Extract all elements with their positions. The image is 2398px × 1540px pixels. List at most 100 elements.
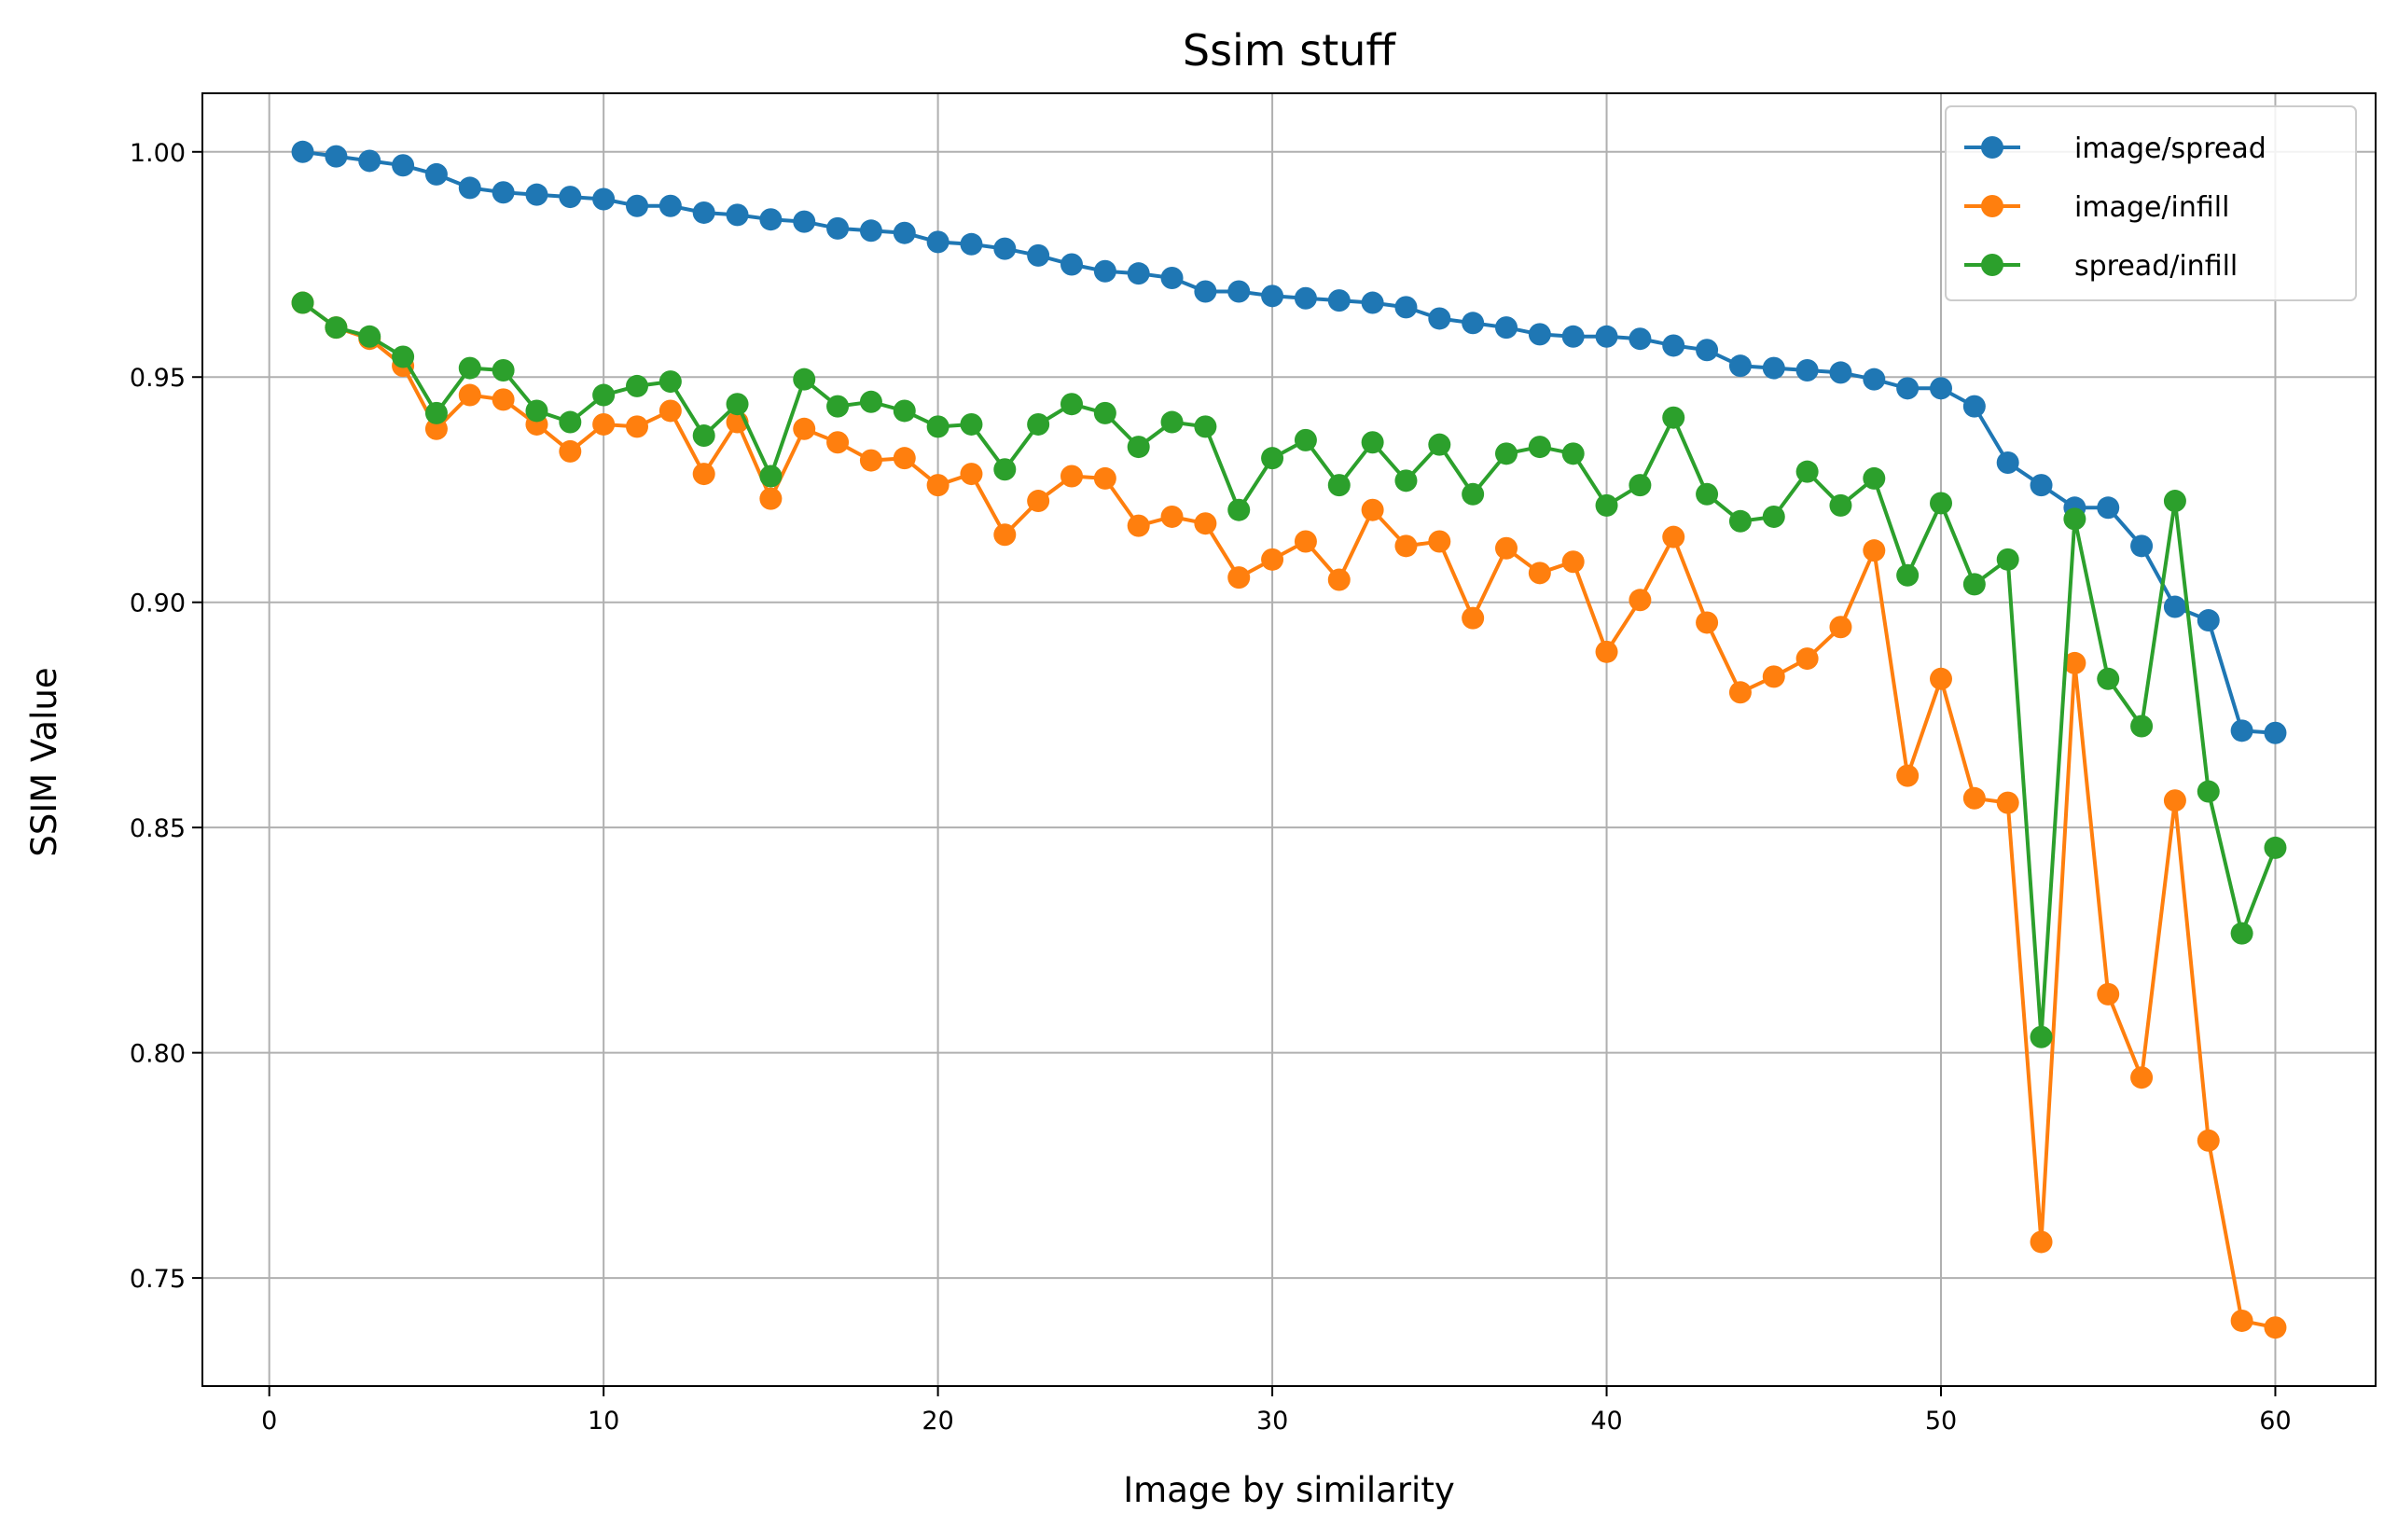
- data-point-image-spread: [1795, 359, 1819, 382]
- data-point-image-infill: [458, 383, 481, 407]
- x-axis-title: Image by similarity: [1123, 1470, 1455, 1510]
- data-point-image-infill: [1428, 530, 1451, 553]
- x-tick-label: 50: [1925, 1407, 1957, 1436]
- data-point-image-spread: [926, 230, 949, 254]
- series-image-spread: [291, 140, 2287, 744]
- data-point-image-spread: [626, 194, 648, 217]
- data-point-image-infill: [1462, 606, 1485, 630]
- data-point-spread-infill: [1829, 493, 1852, 517]
- data-point-image-spread: [1495, 316, 1518, 340]
- legend-swatch-marker: [1981, 136, 2003, 159]
- data-point-image-spread: [1327, 289, 1351, 312]
- data-point-spread-infill: [993, 458, 1017, 481]
- data-point-image-spread: [2163, 595, 2186, 618]
- axes-frame: [201, 92, 2377, 1387]
- data-point-image-infill: [1361, 498, 1384, 521]
- data-point-spread-infill: [626, 374, 648, 397]
- y-tick-label: 0.80: [130, 1040, 186, 1069]
- data-point-image-infill: [1327, 568, 1351, 591]
- data-point-image-infill: [1561, 550, 1585, 574]
- data-point-image-spread: [1060, 253, 1083, 276]
- data-point-image-spread: [1394, 296, 1418, 319]
- data-point-image-infill: [2030, 1230, 2053, 1254]
- data-point-spread-infill: [759, 465, 783, 488]
- data-point-image-infill: [826, 431, 850, 454]
- data-point-image-spread: [2097, 496, 2120, 520]
- data-point-image-infill: [1728, 681, 1752, 704]
- data-point-image-spread: [1962, 395, 1986, 418]
- data-point-image-spread: [2130, 534, 2154, 558]
- legend-item-image-spread: image/spread: [1964, 132, 2266, 165]
- data-point-image-spread: [2264, 721, 2287, 744]
- data-point-spread-infill: [2264, 836, 2287, 859]
- data-point-image-infill: [893, 447, 916, 470]
- data-point-image-spread: [392, 154, 415, 177]
- data-point-image-infill: [859, 449, 882, 472]
- data-point-image-spread: [1595, 325, 1618, 348]
- data-point-image-infill: [926, 474, 949, 497]
- data-point-spread-infill: [893, 399, 916, 423]
- data-point-image-spread: [1093, 259, 1116, 283]
- data-point-image-spread: [726, 203, 749, 227]
- data-point-spread-infill: [1696, 482, 1719, 506]
- data-point-image-infill: [1160, 505, 1184, 528]
- data-point-image-spread: [291, 140, 314, 163]
- data-point-spread-infill: [358, 325, 381, 348]
- data-point-image-spread: [1829, 361, 1852, 384]
- data-point-image-spread: [993, 237, 1017, 260]
- data-point-spread-infill: [1662, 406, 1685, 429]
- data-point-spread-infill: [559, 410, 582, 434]
- data-point-image-infill: [1930, 667, 1952, 690]
- data-point-spread-infill: [2030, 1025, 2053, 1048]
- data-point-image-infill: [2130, 1066, 2154, 1089]
- legend-swatch-marker: [1981, 254, 2003, 276]
- data-point-image-spread: [1696, 339, 1719, 362]
- data-point-spread-infill: [658, 370, 682, 394]
- data-point-spread-infill: [592, 383, 616, 407]
- data-point-image-infill: [1696, 611, 1719, 634]
- data-point-image-infill: [559, 439, 582, 463]
- y-tick-label: 0.85: [130, 814, 186, 843]
- data-point-image-infill: [1962, 786, 1986, 810]
- data-point-spread-infill: [424, 401, 448, 424]
- chart-title: Ssim stuff: [1183, 25, 1397, 76]
- data-point-image-infill: [1528, 562, 1551, 585]
- data-point-image-infill: [1060, 465, 1083, 488]
- data-point-spread-infill: [2130, 715, 2154, 738]
- data-point-image-infill: [1863, 539, 1886, 562]
- data-point-image-infill: [1495, 536, 1518, 560]
- data-point-spread-infill: [1930, 492, 1952, 515]
- data-point-image-infill: [2264, 1316, 2287, 1339]
- y-tick-label: 1.00: [130, 139, 186, 168]
- x-tick-label: 40: [1590, 1407, 1622, 1436]
- data-point-spread-infill: [1394, 469, 1418, 493]
- grid-lines: [202, 93, 2376, 1386]
- data-point-image-spread: [1996, 451, 2019, 474]
- data-point-image-spread: [1896, 377, 1920, 400]
- data-point-image-spread: [424, 162, 448, 186]
- data-point-image-spread: [826, 216, 850, 240]
- data-point-image-infill: [2163, 789, 2186, 812]
- data-point-image-spread: [793, 210, 816, 233]
- data-point-spread-infill: [1093, 401, 1116, 424]
- data-point-image-infill: [1093, 466, 1116, 490]
- data-point-spread-infill: [692, 424, 715, 448]
- data-point-image-spread: [1462, 312, 1485, 335]
- data-point-image-spread: [1863, 368, 1886, 391]
- data-point-spread-infill: [2063, 507, 2086, 531]
- data-point-image-spread: [492, 181, 515, 204]
- data-point-spread-infill: [1294, 428, 1317, 451]
- data-point-spread-infill: [392, 345, 415, 368]
- data-point-spread-infill: [726, 393, 749, 416]
- data-point-image-spread: [1428, 307, 1451, 330]
- y-tick-label: 0.95: [130, 364, 186, 393]
- data-point-spread-infill: [1127, 436, 1150, 459]
- data-point-image-spread: [893, 221, 916, 244]
- data-point-image-infill: [424, 417, 448, 440]
- data-point-spread-infill: [960, 412, 983, 436]
- data-point-spread-infill: [859, 390, 882, 413]
- data-point-spread-infill: [492, 359, 515, 382]
- data-point-spread-infill: [793, 368, 816, 391]
- y-tick-label: 0.75: [130, 1265, 186, 1294]
- data-point-image-infill: [2097, 982, 2120, 1006]
